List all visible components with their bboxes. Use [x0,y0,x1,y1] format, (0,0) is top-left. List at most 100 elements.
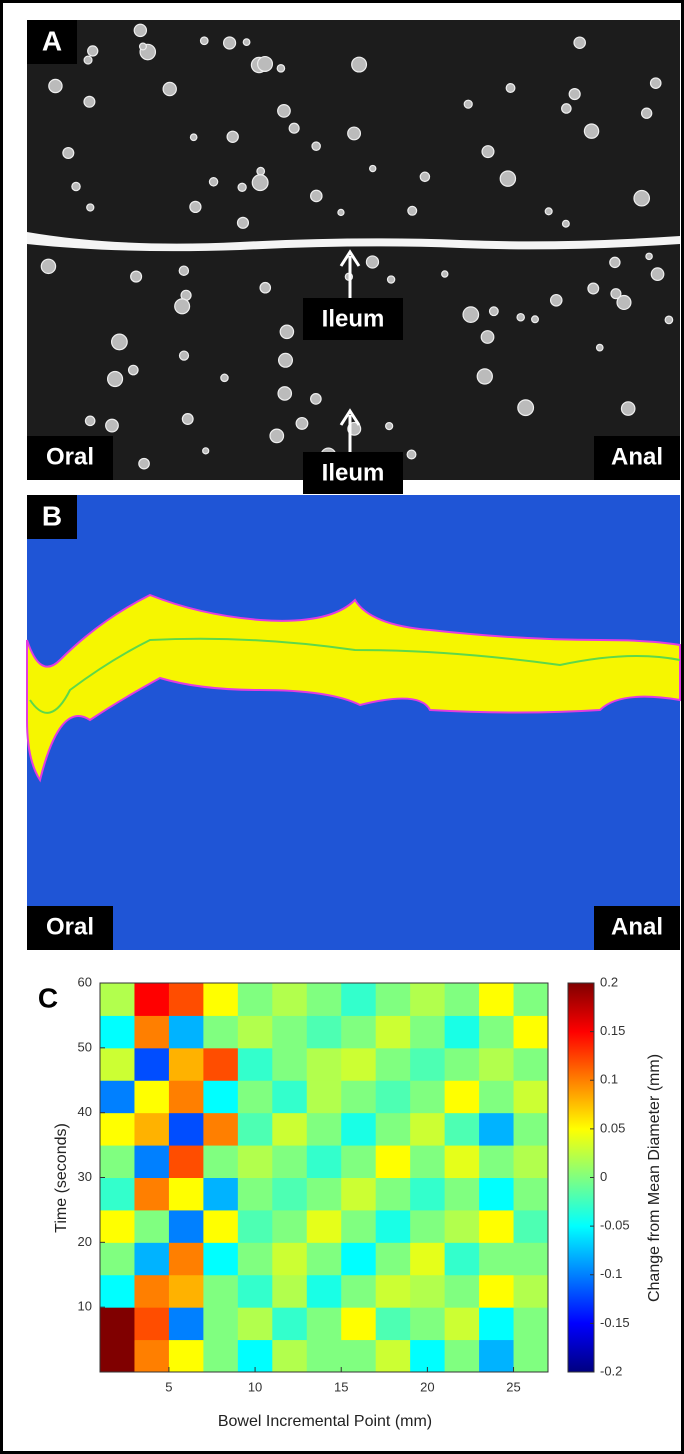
speck [277,386,293,401]
cell [375,1274,411,1308]
cell [479,1080,515,1114]
y-tick-label: 60 [78,974,92,989]
cell [513,983,549,1016]
speck [310,393,322,405]
cell [375,1242,411,1276]
cell [168,1145,204,1178]
y-tick-label: 40 [78,1104,92,1119]
cell [100,1339,135,1373]
cell [306,1047,342,1081]
speck [138,457,150,470]
cell [341,1274,377,1308]
centre-line [29,637,681,714]
speck [178,350,190,361]
cell [479,1307,515,1341]
cell [444,1112,480,1146]
label-box [27,436,113,480]
x-tick-label: 20 [420,1379,434,1394]
speck [488,306,499,317]
panel-letter: B [42,500,62,531]
cell [203,1339,239,1373]
cell [237,1080,273,1114]
cell [479,1339,515,1373]
cell [134,1307,170,1341]
label-box [27,906,113,950]
cell [168,1080,204,1114]
speck [583,123,600,139]
cell [375,1080,411,1114]
speck [288,122,300,134]
speck [419,171,431,183]
colorbar [567,982,595,1373]
cell [341,1307,377,1341]
cell [444,1274,480,1308]
y-tick-label: 50 [78,1039,92,1054]
panel-letter: C [38,982,58,1013]
arrow-head [339,249,361,267]
speck [84,415,96,427]
speck [351,56,368,73]
cell [272,1080,308,1114]
colorbar-tick-label: 0.1 [600,1072,618,1087]
label-box [27,20,77,64]
x-tick-label: 25 [506,1379,520,1394]
speck [251,174,269,192]
speck [174,298,191,315]
cell [444,1339,480,1373]
speck [40,258,57,275]
speck [242,38,251,47]
cell [203,1209,239,1243]
speck [259,281,272,294]
speck [178,265,190,276]
speck [480,330,495,344]
cell [341,1112,377,1146]
colorbar-tick-label: 0 [600,1169,607,1184]
cell [341,1145,377,1178]
speck [138,42,147,51]
speck [573,36,586,50]
pointer-label: Ileum [322,459,385,486]
cell [272,1112,308,1146]
cell [479,983,515,1016]
cell [100,1047,135,1081]
cell [237,1209,273,1243]
cell [513,1274,549,1308]
panel-b: Ileum B Oral Anal [26,408,681,950]
speck [189,133,198,142]
speck [640,107,653,119]
cell [513,1145,549,1178]
cell [513,1242,549,1276]
anal-label: Anal [611,913,663,940]
speck [407,205,418,216]
cell [100,1209,135,1243]
cell [203,1145,239,1178]
label-box [303,452,403,494]
cell [237,1242,273,1276]
cell [513,1339,549,1373]
cell [134,1274,170,1308]
speck [499,170,517,187]
cell [100,1112,135,1146]
cell [306,1080,342,1114]
cell [100,983,135,1016]
speck [83,95,96,108]
cell [306,1274,342,1308]
oral-label: Oral [46,443,94,470]
label-box [27,495,77,539]
cell [134,1047,170,1081]
cell [341,1242,377,1276]
speck [189,200,202,214]
speck [130,270,143,283]
cell [479,1015,515,1049]
speck [609,256,621,269]
x-tick-label: 10 [248,1379,262,1394]
cell [444,1177,480,1211]
cell [375,1339,411,1373]
cell [306,1209,342,1243]
x-axis-title: Bowel Incremental Point (mm) [218,1413,432,1430]
cell [134,1015,170,1049]
cell [237,1274,273,1308]
cell [513,1177,549,1211]
cell [237,1112,273,1146]
cell [375,1177,411,1211]
